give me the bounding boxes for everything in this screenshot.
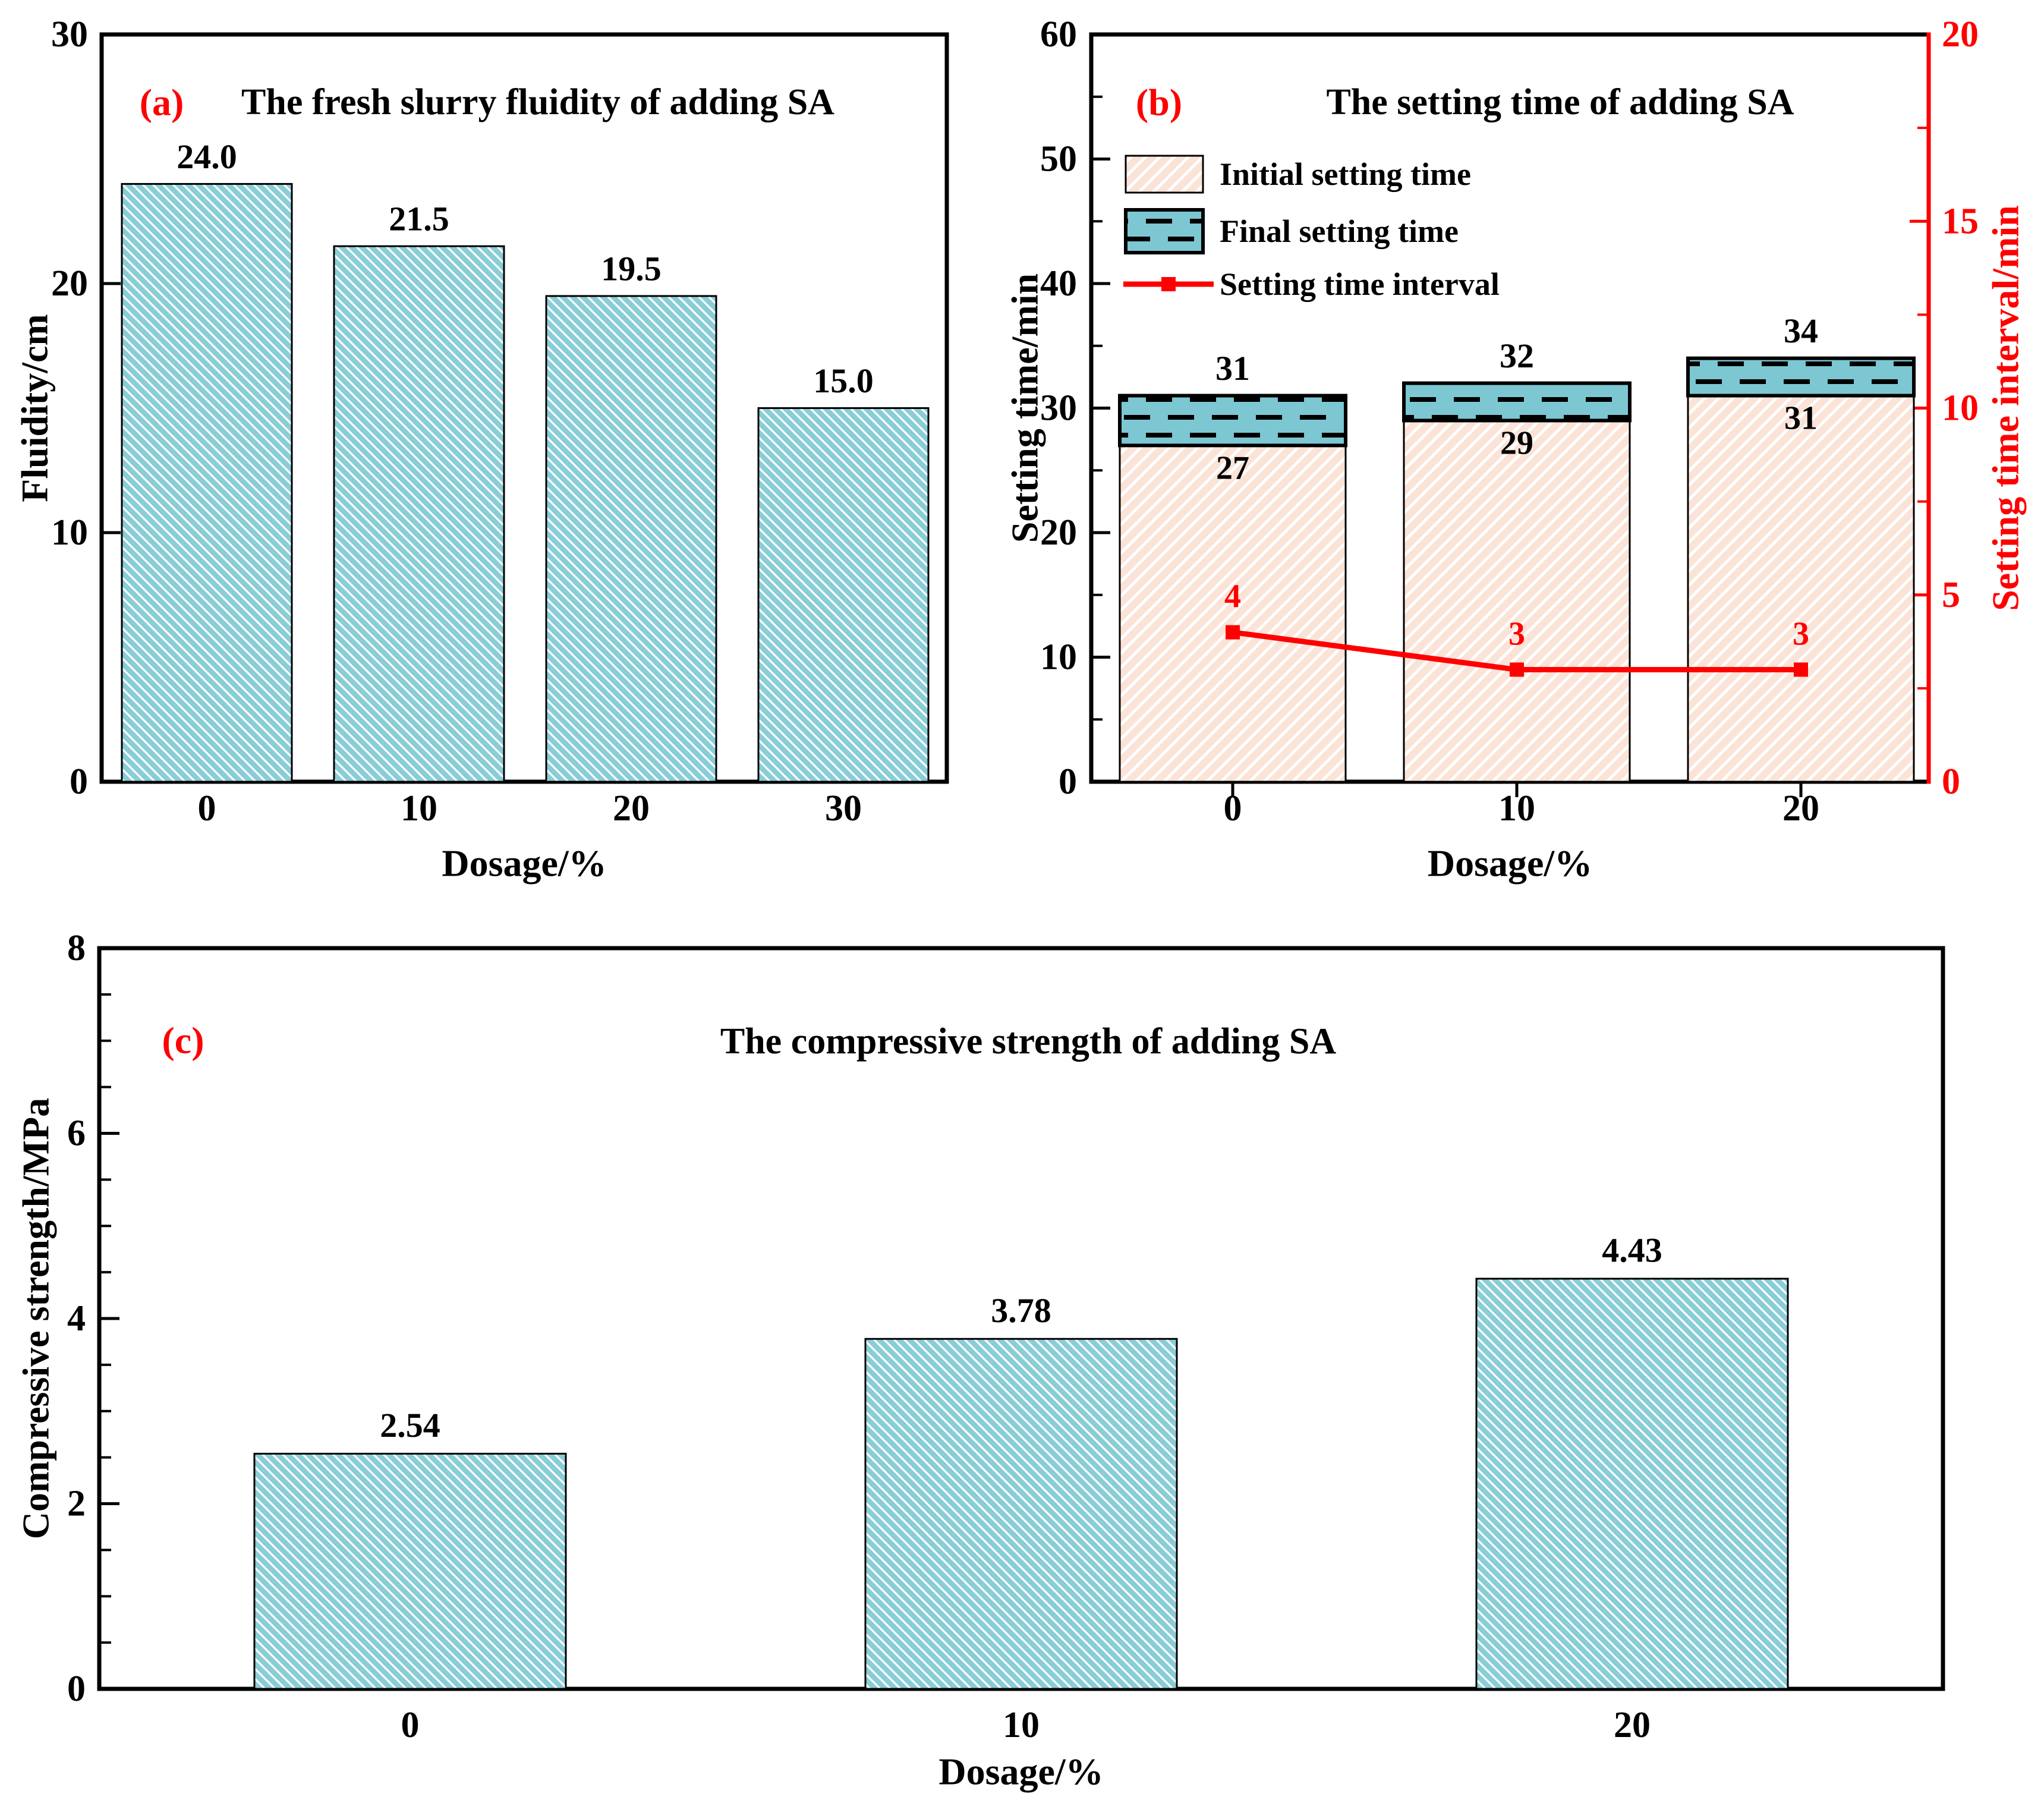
panel-b-title: The setting time of adding SA	[1326, 82, 1794, 122]
panel-a-ytick-label-30: 30	[51, 14, 88, 55]
legend-initial-label: Initial setting time	[1220, 156, 1471, 192]
panel-b-label: (b)	[1136, 81, 1182, 124]
panel-c-bar-2	[1475, 1277, 1789, 1690]
legend-final-swatch	[1124, 208, 1205, 254]
panel-b-rtick-label-5: 5	[1942, 575, 1960, 615]
panel-b-rtick-label-0: 0	[1942, 762, 1960, 802]
panel-c-ytick-label-4: 4	[67, 1298, 86, 1339]
panel-b-ytick-label-10: 10	[1040, 637, 1077, 678]
panel-b-interval-marker-2	[1794, 662, 1808, 677]
panel-b-interval-value-label-0: 4	[1224, 578, 1241, 615]
legend-final-label: Final setting time	[1220, 213, 1459, 249]
panel-c-xtick-label-0: 0	[401, 1705, 420, 1745]
panel-a-value-label-3: 15.0	[813, 361, 874, 400]
panel-b-initial-value-label-2: 31	[1784, 400, 1818, 437]
panel-b-final-bar-0	[1118, 394, 1347, 448]
panel-b-interval-value-label-1: 3	[1508, 615, 1525, 652]
panel-b-ytick-label-20: 20	[1040, 512, 1077, 553]
panel-b-initial-bar-0	[1119, 444, 1347, 783]
panel-c-bar-1	[864, 1338, 1178, 1690]
panel-b-initial-value-label-0: 27	[1216, 449, 1249, 486]
panel-a-xtick-label-3: 30	[825, 788, 862, 829]
panel-a-xaxis-title: Dosage/%	[442, 842, 606, 885]
panel-a-ytick-label-10: 10	[51, 512, 88, 553]
panel-b-right-axis-title: Setting time interval/min	[1985, 205, 2027, 611]
panel-a-ytick-label-20: 20	[51, 263, 88, 304]
legend-initial-swatch	[1125, 155, 1204, 194]
panel-a-xtick-label-1: 10	[401, 788, 437, 829]
panel-b-rtick-label-15: 15	[1942, 201, 1979, 241]
panel-b-initial-bar-2	[1687, 395, 1915, 783]
panel-c-ytick-label-0: 0	[67, 1669, 86, 1709]
panel-a-value-label-0: 24.0	[177, 137, 237, 176]
panel-b-initial-bar-1	[1403, 419, 1631, 783]
panel-a-title: The fresh slurry fluidity of adding SA	[241, 82, 834, 122]
panel-b: 0 10 20 30 40 50 60 0 5 10 15 20 31 27 0 32 29 10 34 31 20 4 3…	[1004, 14, 2027, 885]
panel-b-final-value-label-2: 34	[1784, 311, 1818, 350]
panel-b-interval-marker-1	[1510, 662, 1524, 677]
panel-c-value-label-2: 4.43	[1602, 1231, 1662, 1270]
panel-a-label: (a)	[140, 81, 184, 124]
panel-b-final-bar-2	[1686, 356, 1916, 398]
panel-b-yaxis-title: Setting time/min	[1004, 273, 1046, 543]
panel-c-ytick-label-6: 6	[67, 1113, 86, 1154]
legend-interval-marker	[1161, 277, 1176, 291]
panel-b-ytick-label-40: 40	[1040, 263, 1077, 304]
panel-b-ytick-label-30: 30	[1040, 388, 1077, 429]
panel-a-bar-3	[757, 407, 930, 783]
legend-interval-label: Setting time interval	[1220, 266, 1500, 302]
panel-b-initial-value-label-1: 29	[1500, 424, 1533, 461]
panel-b-rtick-label-10: 10	[1942, 388, 1979, 429]
panel-c-xtick-label-1: 10	[1003, 1705, 1040, 1745]
panel-b-interval-marker-0	[1226, 625, 1240, 640]
panel-b-xtick-label-1: 10	[1498, 788, 1535, 829]
panel-c-label: (c)	[162, 1020, 204, 1062]
panel-b-final-bar-1	[1402, 381, 1632, 423]
panel-b-xtick-label-2: 20	[1782, 788, 1819, 829]
panel-a-xtick-label-2: 20	[613, 788, 650, 829]
panel-a-value-label-1: 21.5	[389, 200, 449, 238]
panel-b-rtick-label-20: 20	[1942, 14, 1979, 55]
panel-c-xtick-label-2: 20	[1614, 1705, 1651, 1745]
panel-b-xtick-label-0: 0	[1224, 788, 1242, 829]
panel-c-xaxis-title: Dosage/%	[938, 1751, 1103, 1793]
panel-c: 0 2 4 6 8 2.54 3.78 4.43 0 10 20 Dosage/% Compressiv…	[15, 928, 1945, 1793]
panel-b-ytick-label-60: 60	[1040, 14, 1077, 55]
panel-a-bar-1	[333, 245, 505, 783]
panel-b-xaxis-title: Dosage/%	[1428, 842, 1592, 885]
panel-a-bar-2	[545, 295, 717, 783]
panel-c-ytick-label-2: 2	[67, 1484, 86, 1524]
panel-c-bar-0	[253, 1452, 567, 1690]
panel-b-ytick-label-50: 50	[1040, 139, 1077, 180]
panel-a-value-label-2: 19.5	[601, 249, 662, 288]
panel-b-interval-value-label-2: 3	[1793, 615, 1809, 652]
panel-c-ytick-label-8: 8	[67, 928, 86, 968]
panel-b-ytick-label-0: 0	[1059, 762, 1077, 802]
panel-a: 0 10 20 30 24.0 21.5 19.5 15.0 0 10 20 30 Dosage/% Fl…	[14, 14, 949, 885]
panel-a-yaxis-title: Fluidity/cm	[14, 314, 56, 502]
panel-c-value-label-0: 2.54	[380, 1406, 440, 1445]
panel-c-title: The compressive strength of adding SA	[720, 1021, 1337, 1062]
panel-b-final-value-label-0: 31	[1215, 349, 1250, 388]
panel-c-value-label-1: 3.78	[991, 1291, 1051, 1330]
panel-a-ytick-label-0: 0	[70, 762, 88, 802]
panel-a-bar-0	[121, 182, 293, 783]
panel-c-yaxis-title: Compressive strength/MPa	[15, 1098, 57, 1539]
panel-b-final-value-label-1: 32	[1500, 336, 1534, 375]
panel-a-xtick-label-0: 0	[198, 788, 216, 829]
